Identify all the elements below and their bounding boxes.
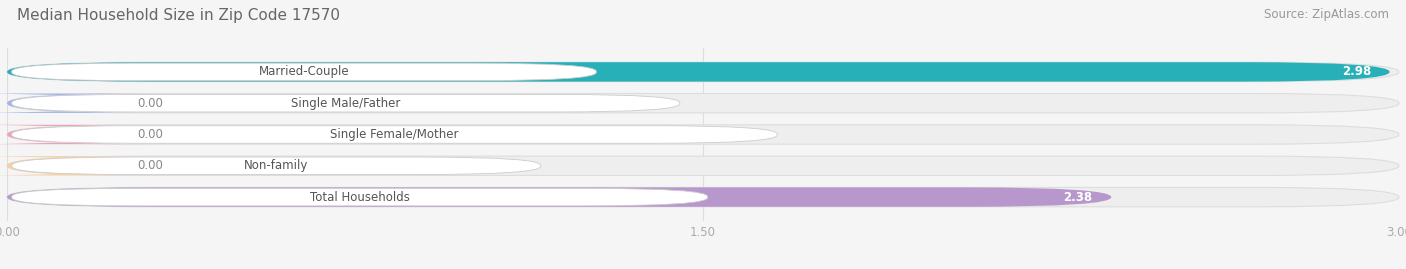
Text: 0.00: 0.00 — [136, 159, 163, 172]
FancyBboxPatch shape — [11, 157, 541, 175]
FancyBboxPatch shape — [11, 94, 681, 112]
Text: Single Female/Mother: Single Female/Mother — [330, 128, 458, 141]
Text: 0.00: 0.00 — [136, 97, 163, 110]
FancyBboxPatch shape — [7, 62, 1389, 82]
Text: 2.98: 2.98 — [1341, 65, 1371, 78]
FancyBboxPatch shape — [11, 126, 778, 143]
FancyBboxPatch shape — [7, 156, 1399, 175]
Text: Source: ZipAtlas.com: Source: ZipAtlas.com — [1264, 8, 1389, 21]
Text: Non-family: Non-family — [245, 159, 308, 172]
FancyBboxPatch shape — [11, 63, 596, 81]
Text: Married-Couple: Married-Couple — [259, 65, 349, 78]
FancyBboxPatch shape — [7, 125, 1399, 144]
Text: Total Households: Total Households — [309, 191, 409, 204]
Text: Median Household Size in Zip Code 17570: Median Household Size in Zip Code 17570 — [17, 8, 340, 23]
FancyBboxPatch shape — [0, 125, 150, 144]
FancyBboxPatch shape — [7, 187, 1111, 207]
FancyBboxPatch shape — [7, 187, 1399, 207]
FancyBboxPatch shape — [7, 94, 1399, 113]
Text: Single Male/Father: Single Male/Father — [291, 97, 401, 110]
FancyBboxPatch shape — [0, 156, 150, 175]
Text: 0.00: 0.00 — [136, 128, 163, 141]
FancyBboxPatch shape — [0, 94, 150, 113]
FancyBboxPatch shape — [7, 62, 1399, 82]
FancyBboxPatch shape — [11, 188, 707, 206]
Text: 2.38: 2.38 — [1063, 191, 1092, 204]
